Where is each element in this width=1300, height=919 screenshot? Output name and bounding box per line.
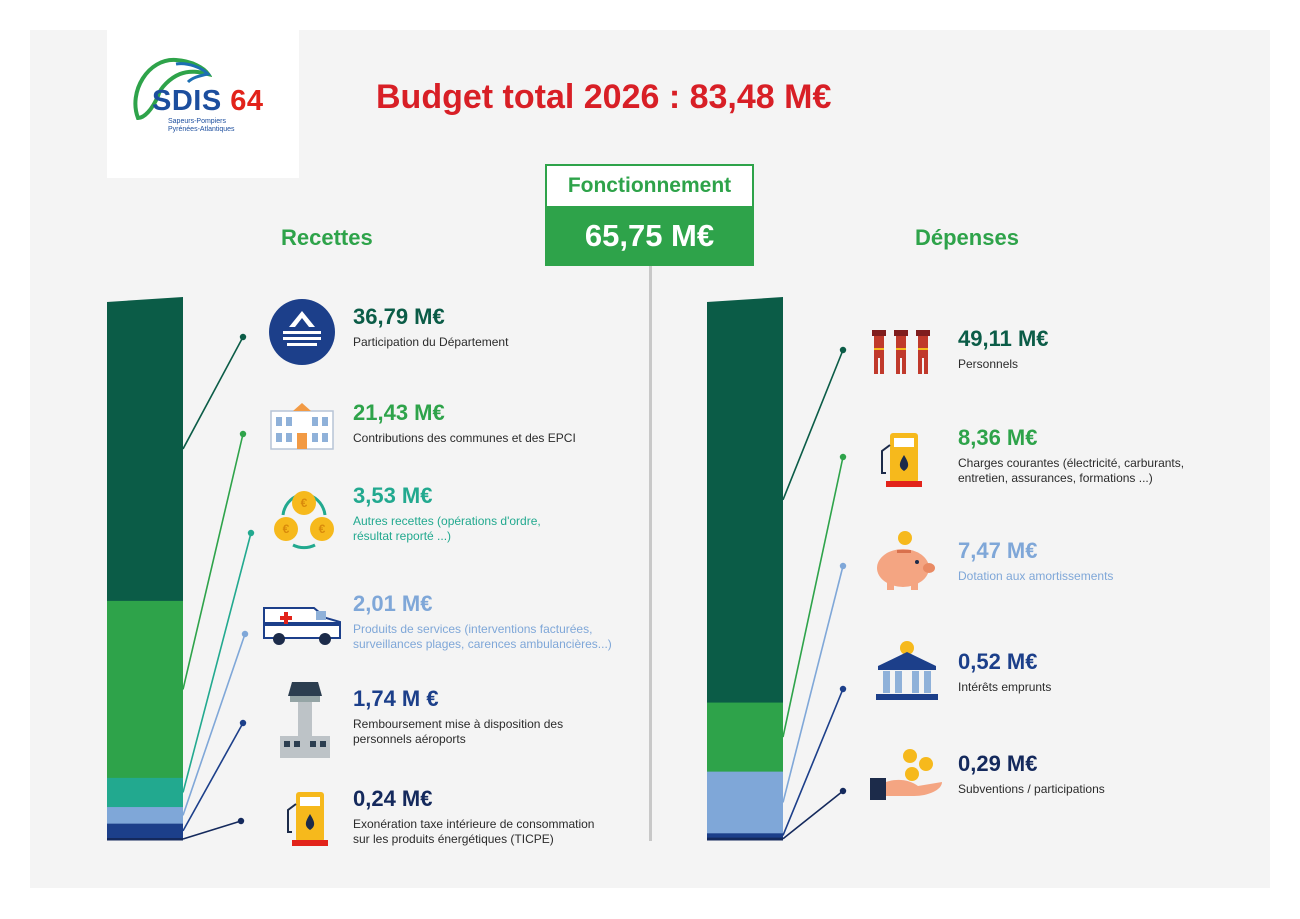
- svg-text:€: €: [319, 522, 326, 536]
- depenses-bar-segment-1: [707, 297, 783, 704]
- departement-logo-icon: [269, 299, 335, 365]
- fonctionnement-box: Fonctionnement 65,75 M€: [545, 164, 754, 266]
- recettes-bar-segment-5: [107, 823, 183, 839]
- recette-item-5: 1,74 M € Remboursement mise à dispositio…: [353, 686, 568, 747]
- recette-value: 21,43 M€: [353, 400, 445, 425]
- depenses-leader-dot-1: [839, 346, 847, 354]
- ambulance-icon: [263, 607, 341, 645]
- recette-item-4: 2,01 M€ Produits de services (interventi…: [353, 591, 628, 652]
- depense-item-3: 7,47 M€ Dotation aux amortissements: [958, 538, 1238, 584]
- logo-wordmark: SDIS 64: [152, 85, 264, 118]
- recettes-bar-top-cap: [107, 297, 183, 302]
- recette-value: 3,53 M€: [353, 483, 433, 508]
- recette-label: Autres recettes (opérations d'ordre, rés…: [353, 514, 541, 543]
- depenses-title: Dépenses: [915, 225, 1019, 250]
- recette-item-1: 36,79 M€ Participation du Département: [353, 304, 633, 350]
- firefighters-icon: [872, 330, 930, 374]
- recettes-bar-segment-6: [107, 838, 183, 841]
- depense-value: 8,36 M€: [958, 425, 1038, 450]
- recettes-leader-line-5: [182, 722, 244, 832]
- recette-label: Remboursement mise à disposition des per…: [353, 717, 564, 746]
- logo-box: [107, 30, 299, 178]
- recettes-bar-segment-1: [107, 297, 183, 602]
- recettes-leader-dot-4: [241, 630, 249, 638]
- recettes-leader-dot-5: [239, 719, 247, 727]
- hand-coins-icon: [870, 749, 942, 800]
- page-title: Budget total 2026 : 83,48 M€: [376, 78, 832, 116]
- fuel-pump-icon: [881, 433, 922, 487]
- recettes-leader-dot-1: [239, 333, 247, 341]
- center-divider: [649, 266, 652, 841]
- depenses-bar-segment-5: [707, 837, 783, 841]
- depense-label: Intérêts emprunts: [958, 680, 1052, 694]
- depense-item-1: 49,11 M€ Personnels: [958, 326, 1238, 372]
- logo-subtitle-2: Pyrénées-Atlantiques: [168, 126, 235, 133]
- depense-label: Dotation aux amortissements: [958, 569, 1114, 583]
- town-hall-icon: [270, 403, 334, 450]
- depense-item-4: 0,52 M€ Intérêts emprunts: [958, 649, 1238, 695]
- recette-item-6: 0,24 M€ Exonération taxe intérieure de c…: [353, 786, 613, 847]
- depense-item-5: 0,29 M€ Subventions / participations: [958, 751, 1238, 797]
- depenses-bar-segment-2: [707, 702, 783, 773]
- piggy-bank-icon: [877, 531, 935, 590]
- depense-label: Charges courantes (électricité, carburan…: [958, 456, 1185, 485]
- depenses-leader-dot-3: [839, 562, 847, 570]
- depenses-leader-dot-2: [839, 453, 847, 461]
- depense-label: Personnels: [958, 357, 1019, 371]
- coins-cycle-icon: € € €: [274, 491, 334, 550]
- recette-label: Produits de services (interventions fact…: [353, 622, 612, 651]
- depenses-leader-line-1: [782, 349, 844, 501]
- depense-item-2: 8,36 M€ Charges courantes (électricité, …: [958, 425, 1218, 486]
- depenses-leader-line-2: [782, 456, 844, 738]
- depense-value: 0,29 M€: [958, 751, 1038, 776]
- recette-label: Exonération taxe intérieure de consommat…: [353, 817, 595, 846]
- recette-item-2: 21,43 M€ Contributions des communes et d…: [353, 400, 613, 446]
- recette-value: 36,79 M€: [353, 304, 445, 329]
- recette-label: Contributions des communes et des EPCI: [353, 431, 576, 445]
- fuel-pump-icon: [287, 792, 328, 846]
- recettes-leader-dot-2: [239, 430, 247, 438]
- recette-value: 2,01 M€: [353, 591, 433, 616]
- depenses-bar-segment-4: [707, 833, 783, 839]
- recette-value: 0,24 M€: [353, 786, 433, 811]
- logo-name: SDIS: [152, 85, 222, 117]
- recettes-leader-dot-6: [237, 817, 245, 825]
- depense-value: 0,52 M€: [958, 649, 1038, 674]
- recettes-leader-line-1: [182, 336, 244, 450]
- logo-number: 64: [230, 85, 264, 117]
- logo-subtitle-1: Sapeurs-Pompiers: [168, 118, 226, 125]
- depense-value: 49,11 M€: [958, 326, 1049, 351]
- logo-swoosh-icon: [133, 57, 212, 121]
- depenses-leader-dot-4: [839, 685, 847, 693]
- depense-value: 7,47 M€: [958, 538, 1038, 563]
- control-tower-icon: [280, 682, 330, 758]
- logo-subtitle: Sapeurs-Pompiers Pyrénées-Atlantiques: [168, 118, 235, 134]
- depenses-leader-line-3: [782, 565, 844, 803]
- recettes-leader-line-3: [182, 532, 252, 793]
- recettes-bar-segment-2: [107, 600, 183, 779]
- recettes-leader-line-2: [182, 433, 244, 690]
- recette-label: Participation du Département: [353, 335, 509, 349]
- svg-text:€: €: [283, 522, 290, 536]
- recettes-leader-line-6: [182, 820, 242, 840]
- recettes-bar-segment-4: [107, 807, 183, 825]
- recette-item-3: 3,53 M€ Autres recettes (opérations d'or…: [353, 483, 583, 544]
- fonctionnement-value: 65,75 M€: [545, 206, 754, 266]
- bank-building-icon: [876, 641, 938, 700]
- recettes-bar-segment-3: [107, 777, 183, 808]
- depenses-leader-line-5: [782, 790, 844, 840]
- recette-value: 1,74 M €: [353, 686, 439, 711]
- recettes-leader-dot-3: [247, 529, 255, 537]
- depense-label: Subventions / participations: [958, 782, 1105, 796]
- depenses-bar-segment-3: [707, 771, 783, 834]
- depenses-leader-line-4: [782, 688, 844, 836]
- depenses-bar-top-cap: [707, 297, 783, 302]
- recettes-title: Recettes: [281, 225, 373, 250]
- recettes-leader-line-4: [182, 633, 246, 816]
- svg-text:€: €: [301, 496, 308, 510]
- depenses-leader-dot-5: [839, 787, 847, 795]
